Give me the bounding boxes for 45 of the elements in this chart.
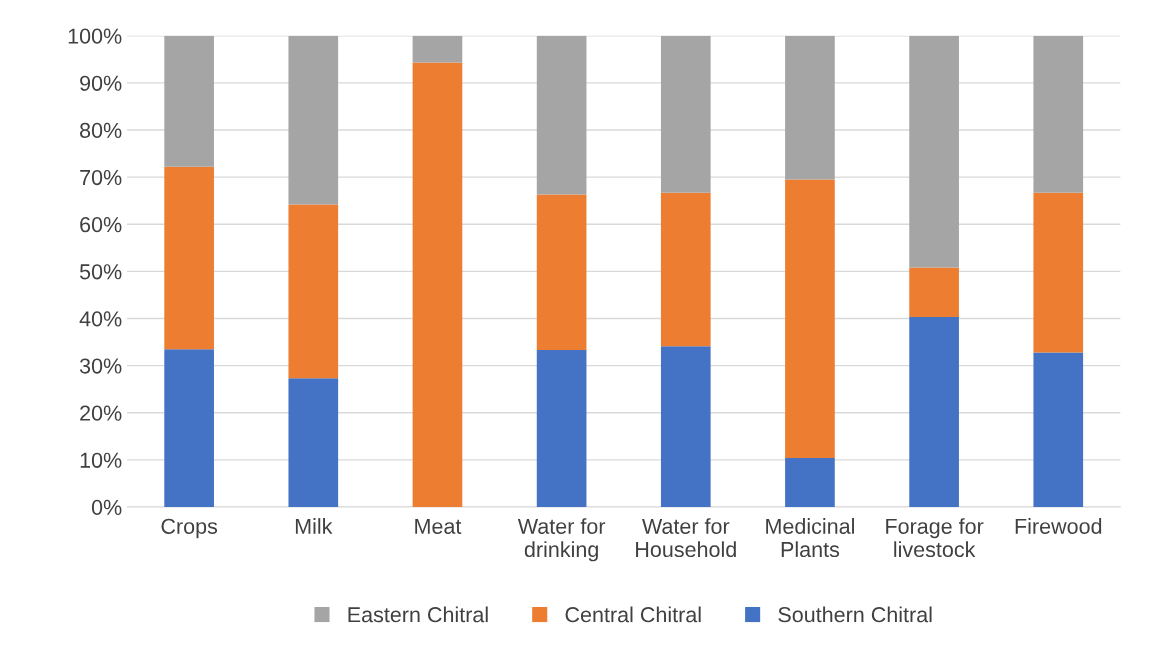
x-tick-label: Forage for livestock [886, 518, 984, 558]
bar [536, 194, 587, 351]
bar [660, 35, 711, 193]
bar [785, 35, 835, 180]
bar [785, 457, 835, 507]
bar [164, 349, 214, 507]
bar [164, 166, 214, 350]
bar [412, 62, 463, 507]
y-tick-label: 30% [79, 358, 122, 374]
bar [660, 192, 711, 347]
y-tick-label: 80% [80, 122, 122, 139]
bar [536, 35, 587, 195]
bar [909, 267, 959, 318]
bar [288, 204, 339, 379]
y-tick-label: 100% [68, 28, 122, 44]
legend-label: Eastern Chitral [348, 606, 488, 623]
y-tick-label: 60% [80, 217, 122, 233]
x-tick-label: Meat [415, 518, 462, 534]
x-tick-label: Water for drinking [517, 518, 606, 562]
x-tick-label: Medicinal Plants [766, 518, 854, 558]
y-tick-label: 10% [80, 452, 122, 468]
bar [785, 179, 835, 458]
y-tick-label: 90% [80, 75, 122, 91]
legend-label: Central Chitral [565, 606, 701, 623]
y-tick-label: 70% [80, 169, 122, 186]
y-tick-label: 50% [79, 264, 122, 280]
bar [909, 35, 959, 268]
x-tick-label: Firewood [1015, 518, 1102, 534]
y-tick-label: 0% [91, 499, 122, 516]
x-tick-label: Water for Household [636, 518, 736, 558]
bar [536, 350, 587, 507]
bar [412, 35, 463, 63]
x-tick-label: Milk [295, 518, 333, 534]
y-tick-label: 40% [79, 311, 122, 327]
bar [1033, 35, 1084, 193]
bar [288, 35, 339, 205]
y-tick-label: 20% [80, 405, 122, 421]
bar [1033, 192, 1084, 353]
legend-label: Southern Chitral [778, 606, 932, 623]
bar [660, 346, 711, 507]
x-tick-label: Crops [161, 518, 218, 539]
bar [288, 378, 339, 507]
bar [164, 35, 214, 167]
bar [1033, 352, 1084, 507]
bar [909, 317, 959, 507]
